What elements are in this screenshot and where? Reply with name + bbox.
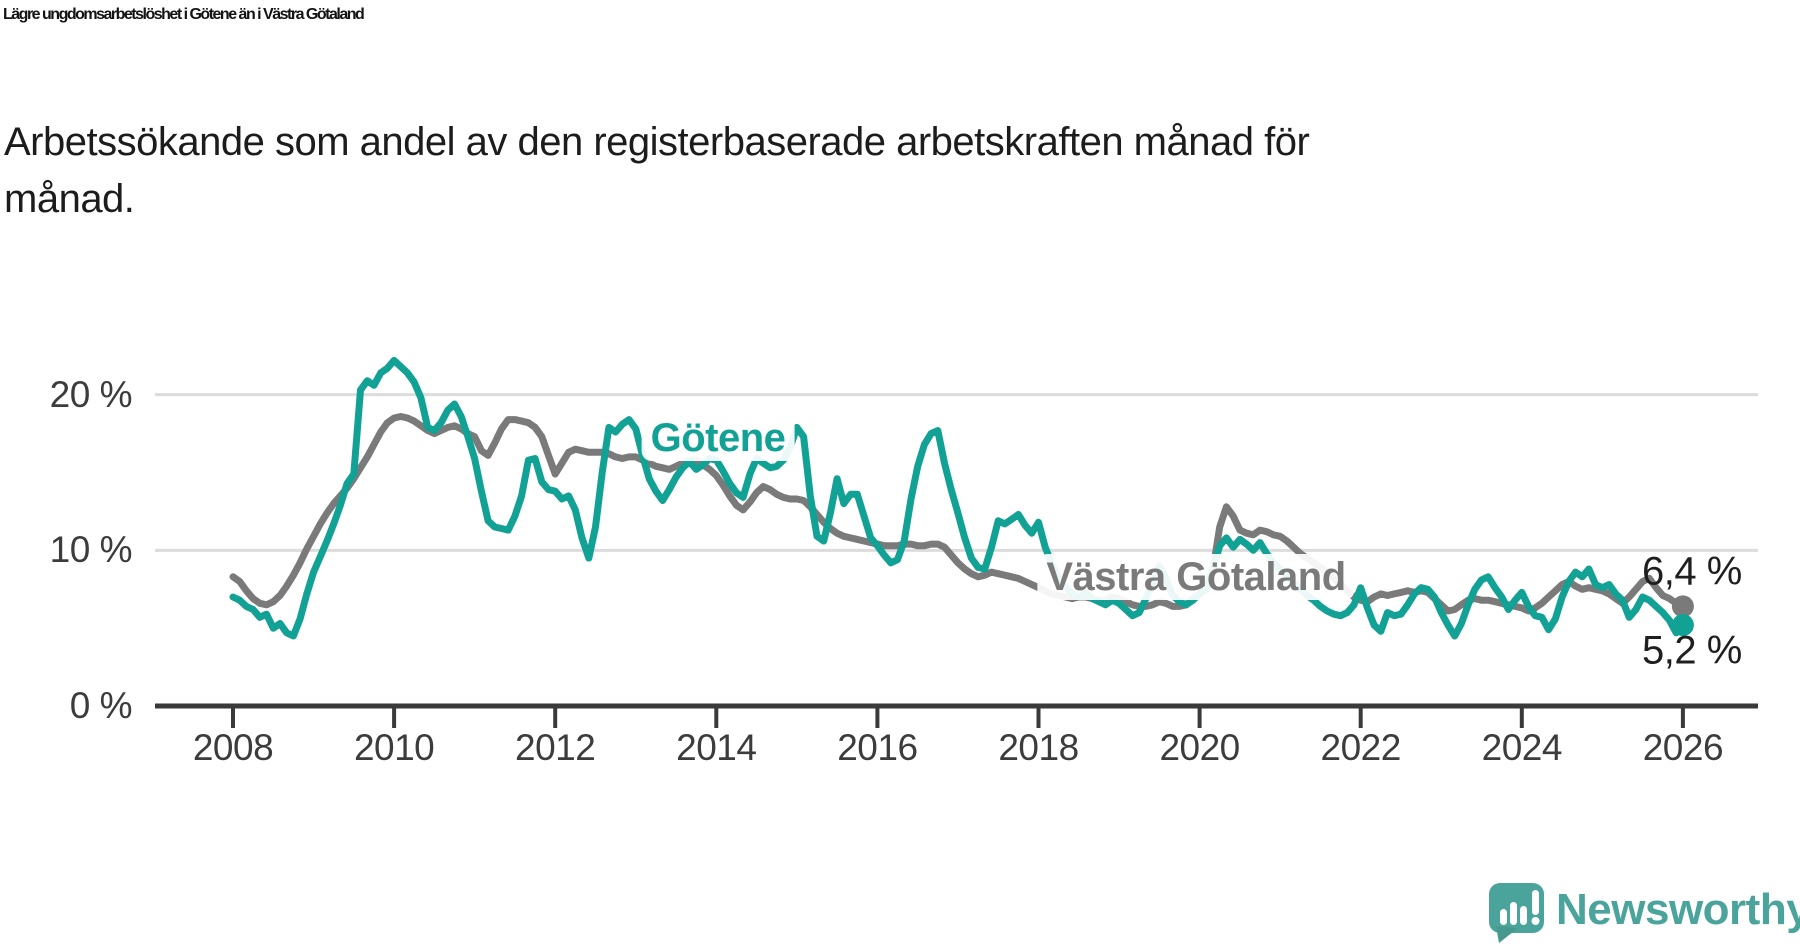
y-tick-label: 10 % (49, 529, 133, 571)
x-tick-label: 2008 (192, 727, 274, 768)
series-line-g-tene (229, 356, 1687, 640)
gotene-series-label: Götene (641, 415, 795, 461)
x-tick-label: 2018 (998, 727, 1079, 768)
x-tick-label: 2022 (1320, 727, 1402, 768)
x-tick-label: 2010 (353, 727, 435, 768)
chart-subtitle-line-1: Arbetssökande som andel av den registerb… (4, 120, 1310, 164)
newsworthy-logo-icon (1489, 883, 1544, 943)
x-tick-label: 2026 (1642, 727, 1724, 768)
page-title: Lägre ungdomsarbetslöshet i Götene än i … (3, 6, 365, 23)
x-tick-label: 2014 (676, 727, 757, 768)
newsworthy-logo-text: Newsworthy (1556, 885, 1800, 934)
x-tick-label: 2024 (1481, 727, 1563, 768)
x-tick-label: 2012 (515, 727, 596, 768)
x-tick-label: 2016 (837, 727, 918, 768)
newsworthy-logo: Newsworthy (1489, 879, 1800, 945)
gotene-latest-value-label: 5,2 % (1642, 628, 1742, 673)
series-end-dot (1671, 614, 1694, 637)
vastra-gotaland-latest-value-label: 6,4 % (1642, 549, 1742, 594)
chart-subtitle-line-2: månad. (4, 177, 135, 221)
vastra-gotaland-series-label: Västra Götaland (1037, 554, 1355, 600)
y-tick-label: 0 % (69, 685, 133, 726)
y-tick-label: 20 % (49, 373, 133, 415)
series-end-dot (1671, 595, 1694, 618)
x-tick-label: 2020 (1159, 727, 1240, 768)
